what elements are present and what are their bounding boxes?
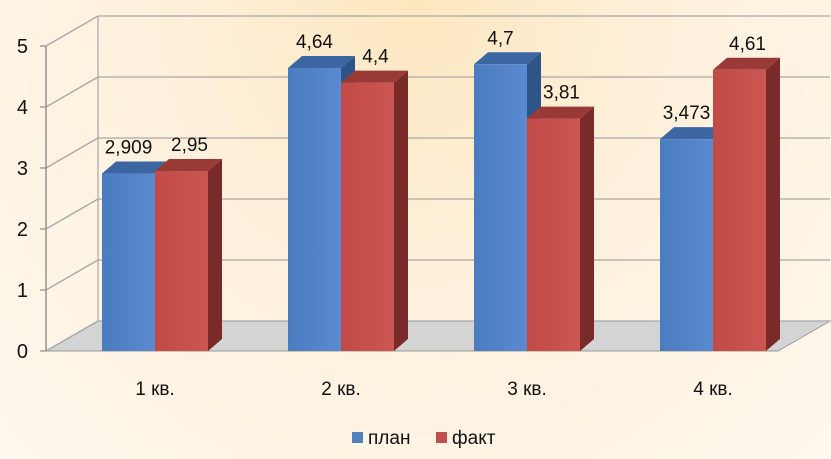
bar-front (474, 64, 527, 352)
data-label-факт-4: 4,61 (729, 34, 766, 55)
bar-front (660, 139, 713, 351)
data-label-план-4: 3,473 (663, 103, 711, 124)
data-label-факт-1: 2,95 (171, 135, 208, 156)
bar-front (288, 67, 341, 352)
bars (102, 52, 780, 352)
y-tick-label: 1 (17, 280, 28, 302)
y-tick-label: 0 (17, 341, 28, 363)
y-tick-label: 2 (17, 219, 28, 241)
bar-front (155, 171, 208, 351)
bar-top (155, 159, 222, 172)
gridline-depth (45, 320, 99, 352)
x-axis-labels: 1 кв. 2 кв. 3 кв. 4 кв. (135, 379, 733, 400)
data-label-план-3: 4,7 (487, 28, 513, 49)
data-labels: 2,909 2,95 4,64 4,4 4,7 3,81 3,473 4,61 (105, 28, 766, 158)
x-tick-label-4: 4 кв. (693, 379, 733, 400)
x-tick-label-1: 1 кв. (135, 379, 175, 400)
x-tick-label-2: 2 кв. (321, 379, 361, 400)
bar-front (713, 69, 766, 351)
bar-front (341, 82, 394, 351)
bar-факт-3 (527, 106, 594, 351)
bar-top (102, 161, 169, 174)
bar-front (527, 118, 580, 351)
bar-side (208, 159, 222, 351)
bar-top (288, 55, 355, 68)
gridline-depth (45, 259, 99, 291)
legend-label-план: план (368, 428, 410, 449)
gridline-depth (45, 15, 99, 47)
data-label-план-1: 2,909 (105, 138, 153, 159)
bar-top (527, 106, 594, 119)
bar-top (341, 70, 408, 83)
bar-top (474, 52, 541, 65)
legend-swatch-план (352, 432, 363, 443)
legend-label-факт: факт (452, 428, 496, 449)
bar-side (580, 106, 594, 351)
legend: план факт (352, 428, 496, 449)
bar-факт-2 (341, 70, 408, 351)
bar-side (766, 57, 780, 351)
data-label-факт-3: 3,81 (543, 83, 580, 104)
gridline-depth (45, 198, 99, 230)
gridline-depth (45, 76, 99, 108)
bar-факт-1 (155, 159, 222, 351)
legend-swatch-факт (436, 432, 447, 443)
bar-front (102, 173, 155, 351)
bar-side (394, 70, 408, 351)
data-label-план-2: 4,64 (296, 32, 333, 53)
bar-факт-4 (713, 57, 780, 351)
data-label-факт-2: 4,4 (362, 47, 389, 68)
y-tick-label: 5 (17, 36, 28, 58)
gridline-depth (45, 137, 99, 169)
x-tick-label-3: 3 кв. (507, 379, 547, 400)
y-tick-label: 3 (17, 158, 28, 180)
bar-top (713, 57, 780, 70)
bar-top (660, 127, 727, 140)
y-axis: 0 1 2 3 4 5 (17, 36, 47, 363)
y-tick-label: 4 (17, 97, 28, 119)
